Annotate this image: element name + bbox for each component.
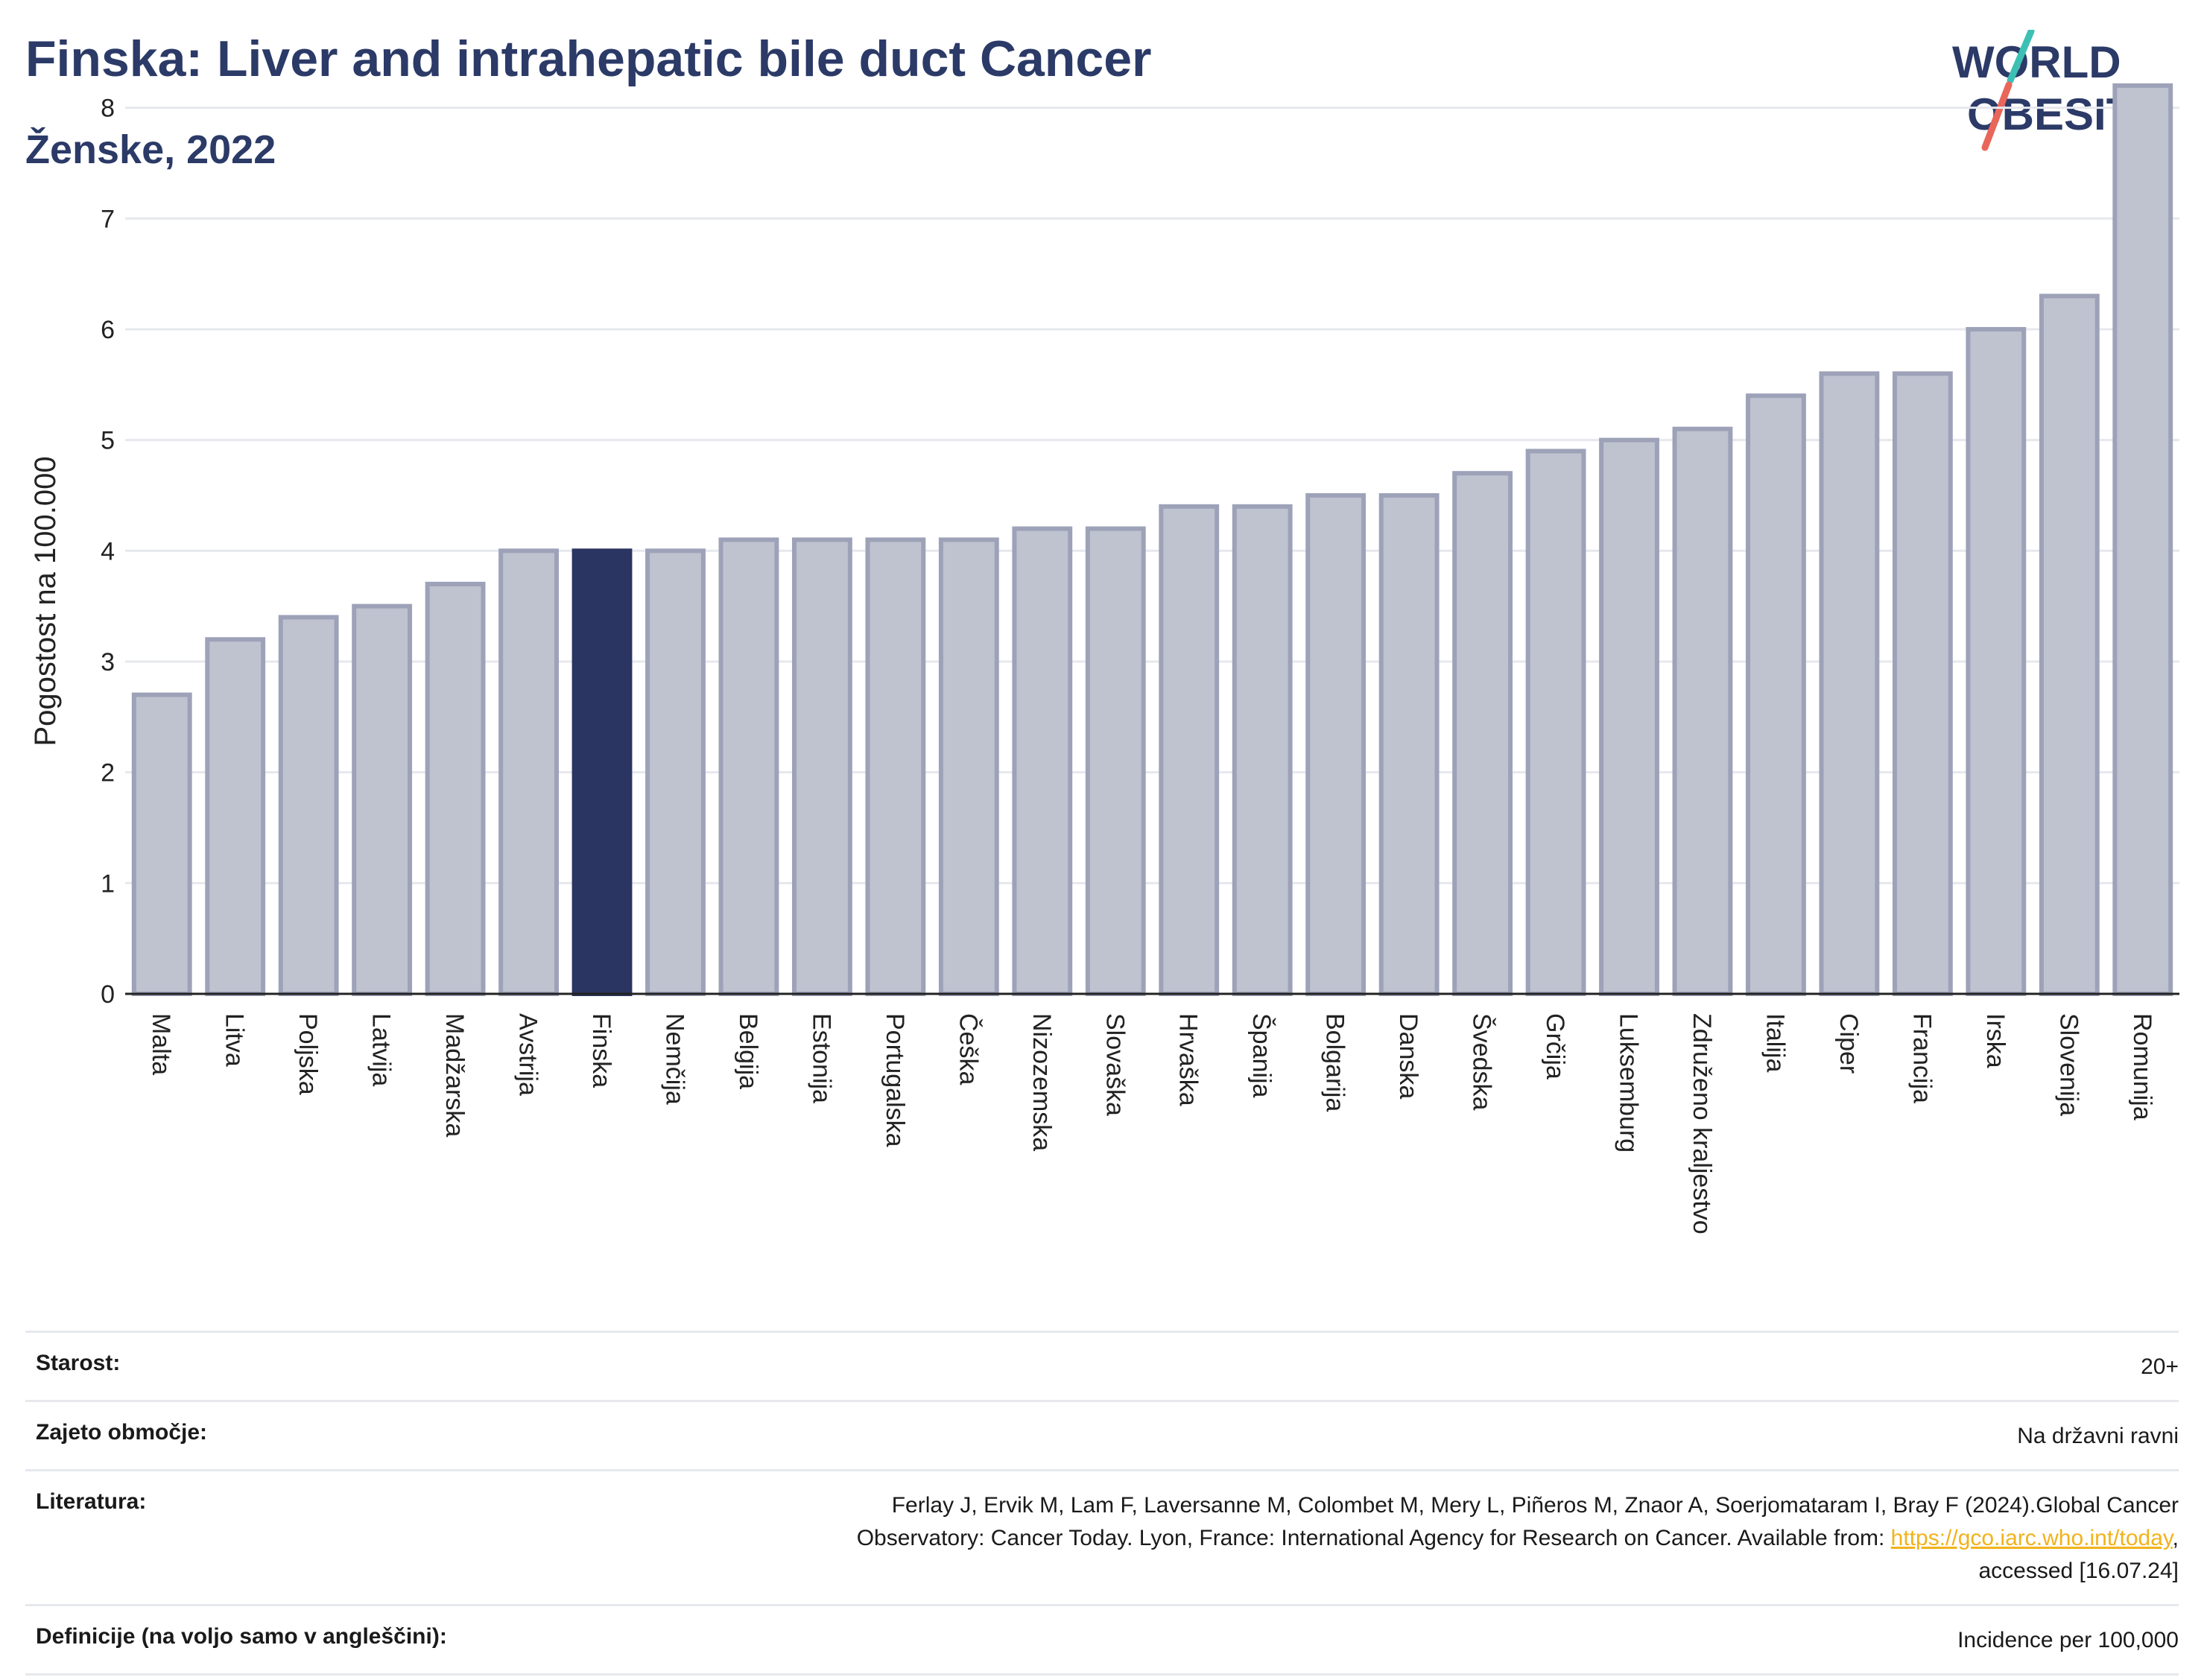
info-row-reference: Literatura: Ferlay J, Ervik M, Lam F, La… xyxy=(25,1469,2179,1604)
y-tick-label: 8 xyxy=(101,95,115,123)
x-tick-label: Ciper xyxy=(1834,1013,1863,1074)
bar-18 xyxy=(1378,492,1440,996)
x-tick-label: Slovaška xyxy=(1101,1013,1129,1116)
bar-17 xyxy=(1305,492,1367,996)
bar-14 xyxy=(1085,526,1146,996)
reference-text-2: Observatory: Cancer Today. Lyon, France:… xyxy=(856,1526,1891,1550)
x-tick-label: Švedska xyxy=(1468,1013,1496,1110)
bar-20 xyxy=(1525,448,1586,996)
x-tick-label: Romunija xyxy=(2128,1013,2156,1120)
x-tick-label: Slovenija xyxy=(2054,1013,2083,1116)
x-tick-label: Madžarska xyxy=(440,1013,469,1137)
x-tick-label: Belgija xyxy=(734,1013,762,1089)
bar-16 xyxy=(1232,504,1293,996)
bar-11 xyxy=(865,537,926,996)
bar-24 xyxy=(1819,371,1880,996)
age-label: Starost: xyxy=(36,1351,121,1375)
y-tick-label: 5 xyxy=(101,427,115,455)
bar-1 xyxy=(131,692,192,996)
x-tick-label: Francija xyxy=(1907,1013,1936,1103)
y-tick-label: 2 xyxy=(101,759,115,787)
bar-9 xyxy=(718,537,779,996)
x-tick-label: Avstrija xyxy=(514,1013,542,1096)
y-tick-label: 4 xyxy=(101,537,115,565)
y-axis-label: Pogostost na 100.000 xyxy=(29,456,62,746)
x-tick-label: Danska xyxy=(1394,1013,1422,1099)
x-tick-label: Hrvaška xyxy=(1174,1013,1203,1106)
reference-label: Literatura: xyxy=(36,1489,147,1514)
y-tick-label: 7 xyxy=(101,205,115,233)
x-tick-label: Luksemburg xyxy=(1615,1013,1643,1153)
bar-12 xyxy=(938,537,999,996)
bar-chart: 0 1 2 3 4 5 6 7 8 Pogostost na 100.000 Malta Litva P… xyxy=(29,83,2179,1234)
reference-text-4: accessed [16.07.24] xyxy=(1978,1559,2179,1583)
reference-link[interactable]: https://gco.iarc.who.int/today xyxy=(1890,1526,2173,1550)
x-tick-label: Češka xyxy=(954,1013,982,1085)
x-tick-label: Bolgarija xyxy=(1321,1013,1349,1112)
bar-2 xyxy=(205,637,266,996)
bar-22 xyxy=(1672,426,1733,996)
x-tick-label: Latvija xyxy=(367,1013,396,1086)
bar-15 xyxy=(1159,504,1220,996)
definitions-value: Incidence per 100,000 xyxy=(1957,1628,2179,1652)
x-tick-label: Portugalska xyxy=(881,1013,909,1147)
y-tick-label: 0 xyxy=(101,980,115,1009)
logo-slash-teal xyxy=(2007,30,2035,84)
bar-5 xyxy=(425,581,486,996)
x-tick-label: Grčija xyxy=(1541,1013,1569,1080)
bar-28 xyxy=(2112,83,2173,997)
x-tick-label: Litva xyxy=(221,1013,249,1067)
info-row-age: Starost: 20+ xyxy=(25,1331,2179,1400)
reference-value: Ferlay J, Ervik M, Lam F, Laversanne M, … xyxy=(857,1489,2179,1588)
bar-21 xyxy=(1599,437,1659,996)
bar-6 xyxy=(498,548,559,996)
reference-text-3: , xyxy=(2172,1526,2179,1550)
chart-subtitle: Ženske, 2022 xyxy=(25,127,276,172)
bar-4 xyxy=(352,603,413,996)
x-tick-label: Španija xyxy=(1247,1013,1276,1098)
bar-7 xyxy=(571,548,633,996)
bar-19 xyxy=(1452,471,1513,996)
reference-text-1: Ferlay J, Ervik M, Lam F, Laversanne M, … xyxy=(891,1493,2179,1518)
bar-26 xyxy=(1966,326,2027,997)
age-value: 20+ xyxy=(2141,1354,2179,1379)
info-row-definitions: Definicije (na voljo samo v angleščini):… xyxy=(25,1604,2179,1676)
x-tick-label: Italija xyxy=(1761,1013,1789,1072)
x-tick-label: Irska xyxy=(1981,1013,2010,1068)
coverage-label: Zajeto območje: xyxy=(36,1420,208,1445)
bar-23 xyxy=(1746,393,1806,996)
x-tick-label: Malta xyxy=(147,1013,175,1075)
bar-3 xyxy=(278,615,339,997)
x-tick-label: Nemčija xyxy=(660,1013,688,1105)
info-row-coverage: Zajeto območje: Na državni ravni xyxy=(25,1400,2179,1469)
coverage-value: Na državni ravni xyxy=(2017,1424,2179,1448)
y-tick-label: 3 xyxy=(101,648,115,676)
y-tick-label: 6 xyxy=(101,316,115,344)
bar-13 xyxy=(1012,526,1073,996)
logo-line-1: WORLD xyxy=(1952,37,2121,87)
info-table: Starost: 20+ Zajeto območje: Na državni … xyxy=(25,1331,2179,1676)
x-tick-label: Nizozemska xyxy=(1027,1013,1056,1151)
bar-27 xyxy=(2039,294,2100,996)
x-tick-label: Združeno kraljestvo xyxy=(1688,1013,1716,1234)
x-tick-label: Poljska xyxy=(294,1013,322,1095)
bar-25 xyxy=(1892,371,1953,996)
y-tick-label: 1 xyxy=(101,869,115,898)
chart-title: Finska: Liver and intrahepatic bile duct… xyxy=(25,31,1152,87)
bar-8 xyxy=(645,548,706,996)
bar-10 xyxy=(791,537,852,996)
x-tick-label: Estonija xyxy=(807,1013,835,1103)
x-tick-label: Finska xyxy=(587,1013,615,1088)
definitions-label: Definicije (na voljo samo v angleščini): xyxy=(36,1624,447,1649)
logo-slash-red xyxy=(1981,81,2013,151)
